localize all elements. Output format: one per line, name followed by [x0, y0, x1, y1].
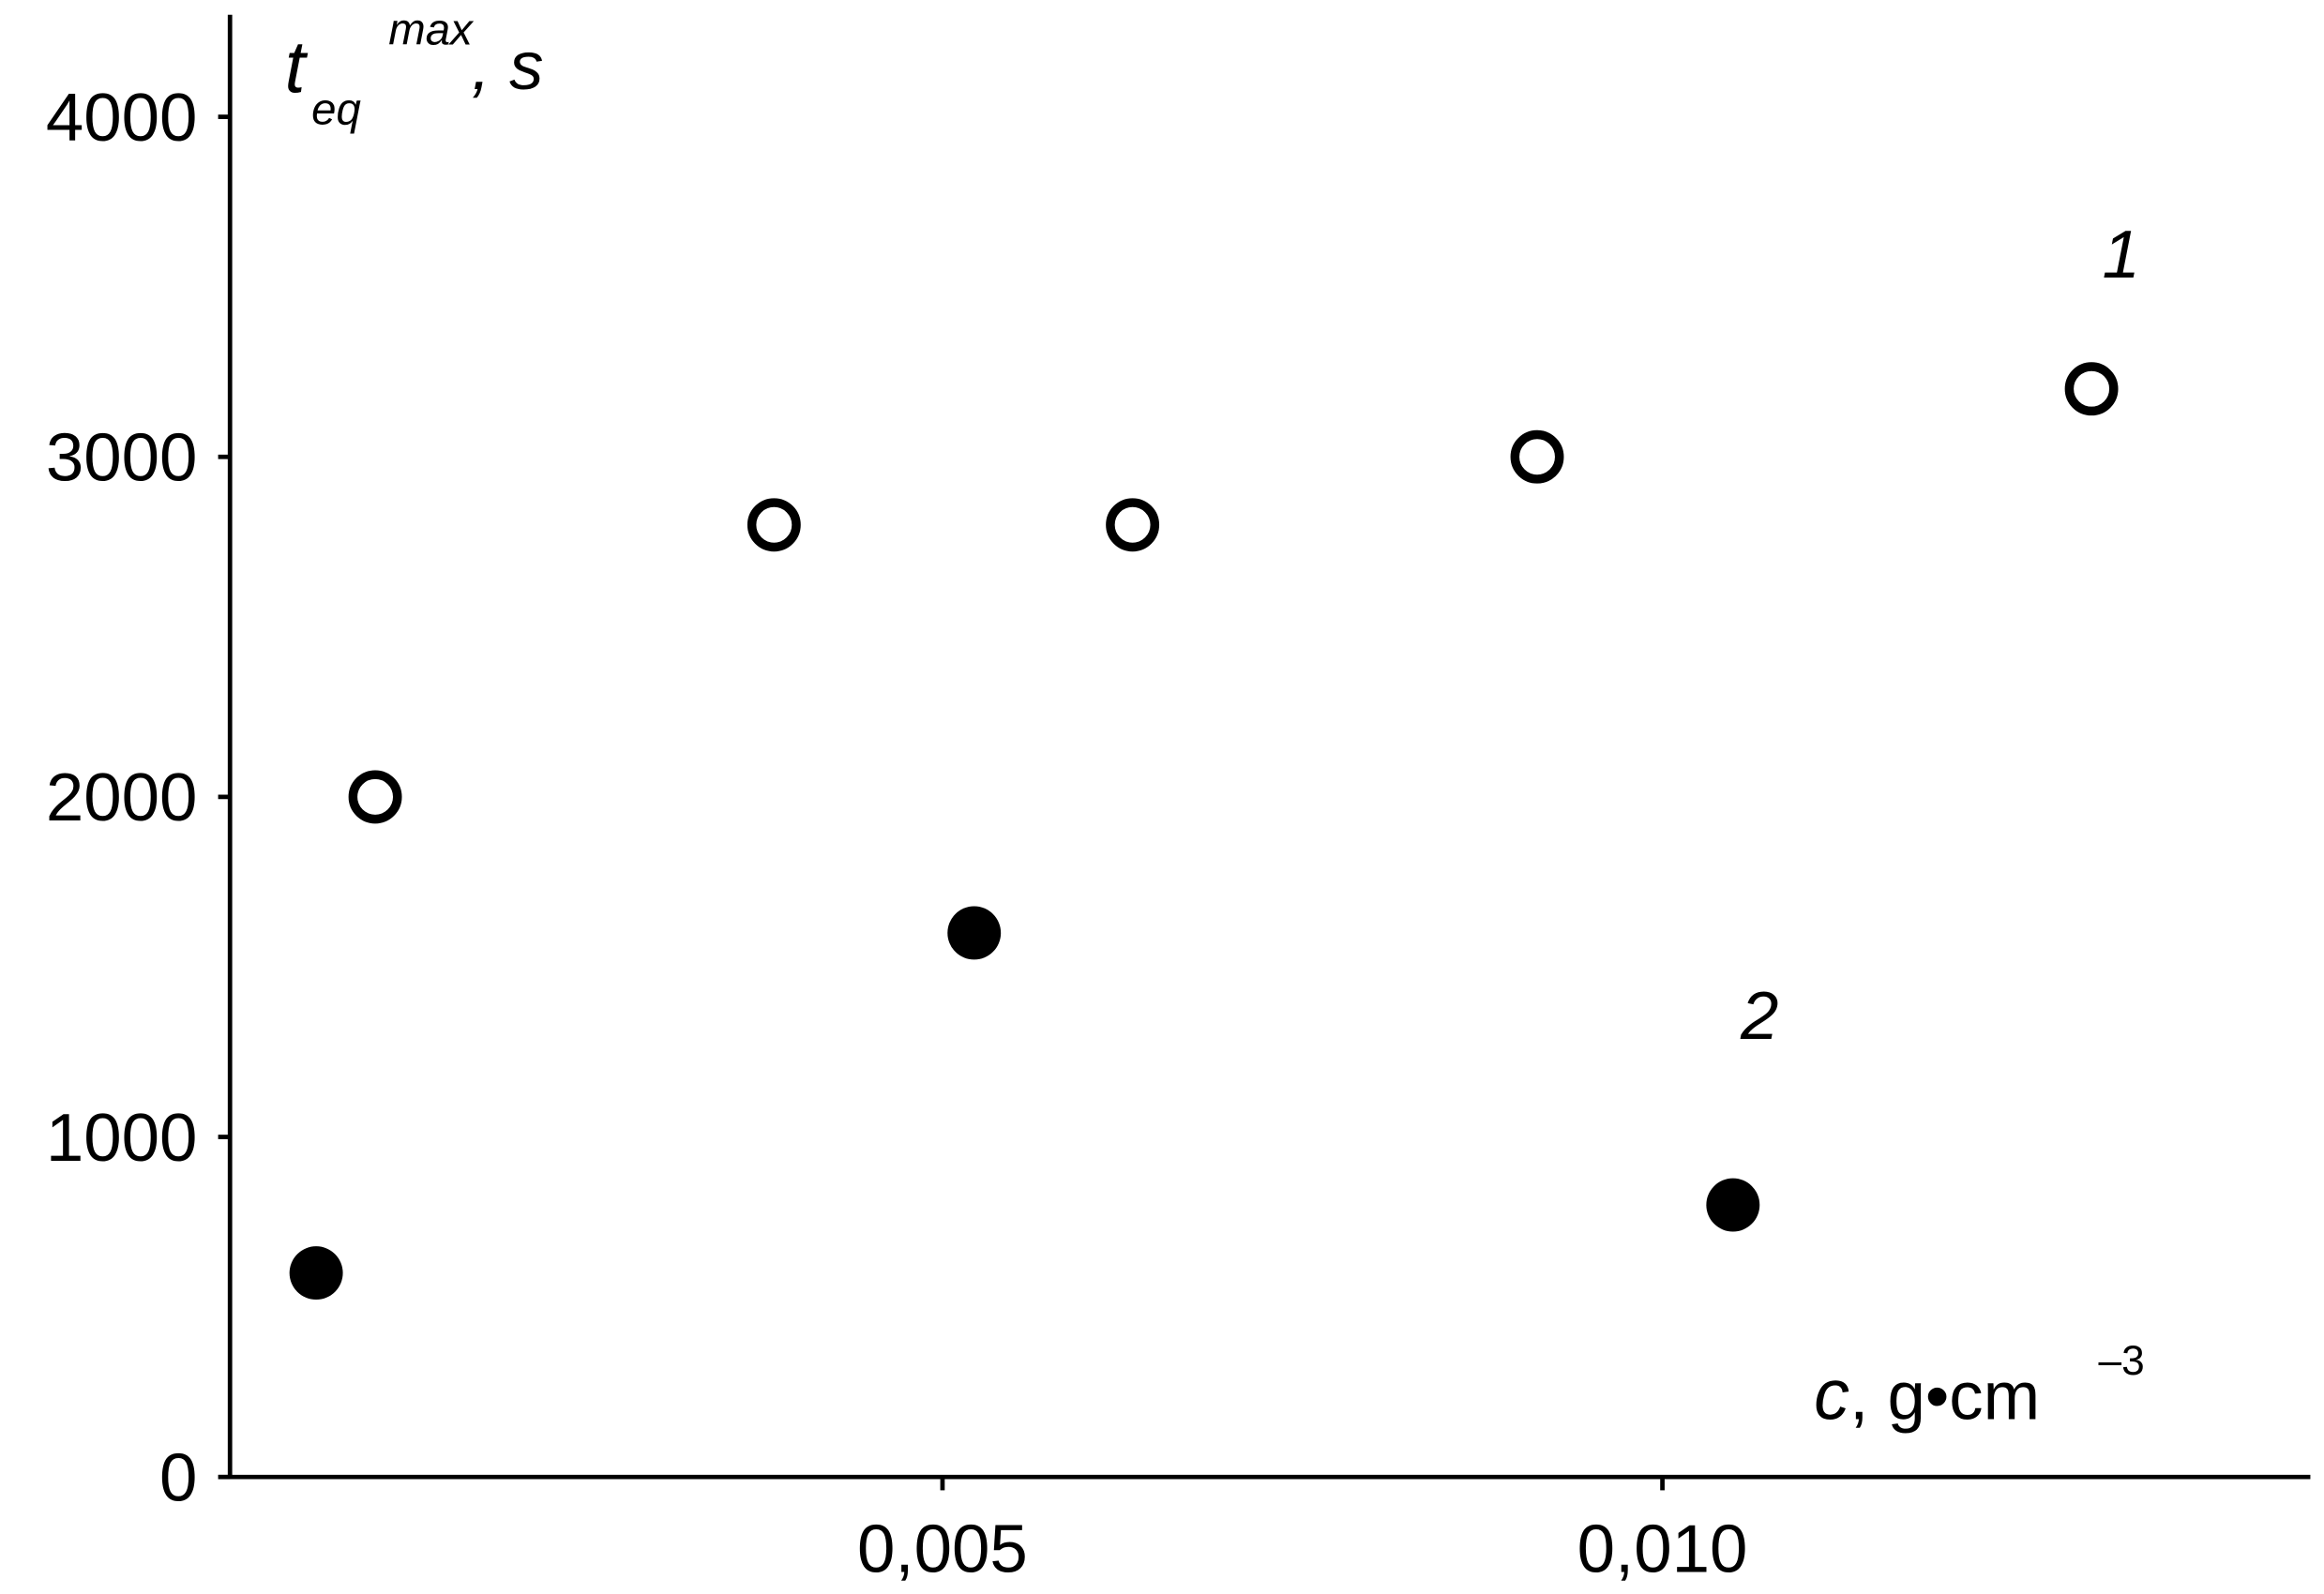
point: [2064, 362, 2119, 416]
y-tick-label: 1000: [46, 1100, 198, 1176]
point: [747, 498, 801, 552]
y-label-tail: , s: [472, 28, 544, 104]
point: [1510, 429, 1564, 484]
point: [1106, 498, 1160, 552]
x-tick-label: 0,010: [1577, 1511, 1748, 1586]
y-axis-title: t eq max , s: [285, 5, 544, 134]
series-label: 1: [2102, 217, 2139, 293]
y-label-sup: max: [388, 5, 475, 54]
y-tick-label: 4000: [46, 80, 198, 156]
series: [289, 906, 1760, 1301]
y-tick-label: 2000: [46, 759, 198, 835]
point: [348, 770, 402, 824]
x-tick-label: 0,005: [857, 1511, 1028, 1586]
point: [289, 1246, 343, 1301]
y-tick-label: 3000: [46, 420, 198, 496]
series-label: 2: [1740, 978, 1778, 1054]
y-label-sub: eq: [311, 85, 361, 135]
point: [947, 906, 1002, 960]
x-axis-title: c , g•cm –3: [1814, 1338, 2145, 1435]
y-tick-label: 0: [159, 1439, 197, 1515]
series: [348, 362, 2119, 824]
x-label-sup: –3: [2099, 1338, 2145, 1384]
point: [1706, 1178, 1760, 1232]
y-label-base: t: [285, 24, 309, 108]
x-label-tail: , g•cm: [1849, 1359, 2040, 1435]
x-label-base: c: [1814, 1356, 1849, 1436]
